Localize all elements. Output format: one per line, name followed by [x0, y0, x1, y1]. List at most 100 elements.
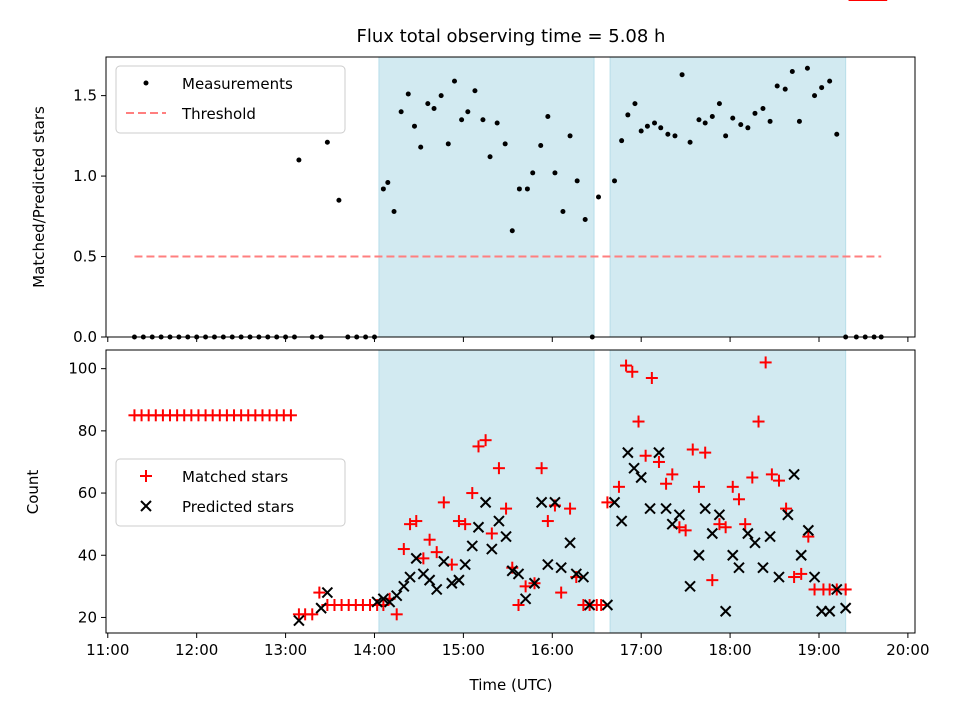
predicted-stars-point	[749, 537, 761, 549]
measurements-point	[530, 170, 536, 176]
predicted-stars-point	[321, 586, 334, 599]
measurements-point	[709, 114, 715, 120]
y-tick-label: 0.0	[73, 328, 97, 346]
matched-stars-point	[739, 518, 752, 531]
top-panel: 0.0 0.5 1.0 1.5 Matched/Predicted stars Mea…	[30, 56, 916, 346]
measurements-point	[738, 122, 744, 128]
predicted-stars-point	[644, 502, 656, 515]
measurements-point	[796, 118, 802, 124]
x-tick-label: 18:00	[708, 641, 751, 659]
matched-stars-point	[632, 415, 645, 428]
predicted-stars-point	[528, 577, 541, 589]
bottom-x-ticks: 11:00 12:00 13:00 14:00 15:00 16:00 17:00 18:00…	[86, 633, 930, 659]
matched-stars-point	[284, 409, 297, 422]
top-legend-box	[115, 65, 346, 134]
predicted-stars-point	[673, 509, 686, 521]
matched-stars-point	[390, 608, 403, 621]
measurements-point	[804, 65, 810, 71]
y-tick-label: 0.5	[73, 248, 97, 266]
matched-stars-point	[410, 515, 423, 528]
measurements-point	[774, 83, 780, 89]
matched-stars-point	[713, 518, 726, 531]
predicted-stars-point	[535, 496, 548, 509]
predicted-stars-point	[410, 552, 422, 565]
measurements-point	[716, 101, 722, 107]
matched-stars-point	[759, 356, 772, 369]
predicted-stars-point	[506, 565, 518, 577]
measurements-point	[702, 120, 708, 126]
measurements-legend-marker	[143, 80, 149, 86]
measurements-point	[418, 144, 424, 150]
measurements-point	[552, 170, 558, 176]
matched-stars-point	[459, 518, 472, 531]
matched-stars-point	[535, 462, 548, 475]
measurements-point	[567, 133, 573, 139]
measurements-point	[672, 133, 678, 139]
matched-stars-point	[479, 434, 492, 447]
matched-stars-point	[746, 471, 759, 484]
predicted-stars-point	[493, 515, 505, 527]
top-x-ticks	[107, 337, 909, 342]
measurements-point	[745, 125, 751, 131]
predicted-stars-point	[795, 549, 807, 561]
matched-stars-point	[666, 468, 679, 481]
measurements-point	[296, 157, 302, 163]
predicted-stars-point	[293, 614, 305, 627]
measurements-point	[625, 112, 631, 118]
x-tick-label: 16:00	[531, 641, 574, 659]
predicted-stars-point	[453, 574, 465, 586]
measurements-point	[459, 117, 465, 123]
measurements-point	[524, 186, 530, 192]
y-tick-label: 20	[78, 608, 97, 626]
measurements-point	[596, 194, 602, 200]
matched-stars-point	[492, 462, 505, 475]
x-tick-label: 20:00	[886, 641, 929, 659]
measurements-point	[834, 131, 840, 137]
matched-stars-point	[306, 608, 319, 621]
predicted-stars-point	[519, 593, 532, 605]
predicted-stars-point	[315, 602, 327, 614]
predicted-stars-point	[653, 446, 665, 459]
predicted-stars-point	[773, 571, 785, 583]
measurements-point	[385, 180, 391, 186]
measurements-point	[665, 131, 671, 137]
matched-stars-point	[692, 480, 705, 493]
predicted-stars-point	[438, 555, 450, 568]
x-axis-label: Time (UTC)	[469, 676, 553, 694]
predicted-stars-point	[615, 515, 628, 527]
predicted-stars-point	[823, 605, 836, 617]
measurements-point	[767, 118, 773, 124]
matched-stars-point	[626, 365, 639, 378]
matched-stars-point	[699, 446, 712, 459]
measurements-point	[658, 125, 664, 131]
matched-stars-point	[645, 371, 658, 384]
matched-stars-point	[472, 440, 485, 453]
y-tick-label: 1.5	[73, 87, 97, 105]
matched-stars-point	[802, 530, 815, 543]
measurements-point	[502, 141, 508, 147]
matched-stars-point	[512, 599, 525, 612]
measurements-point	[445, 141, 451, 147]
shaded-interval-1	[609, 349, 847, 634]
predicted-stars-point	[555, 561, 567, 574]
predicted-stars-point	[486, 543, 498, 555]
matched-stars-point	[500, 502, 513, 515]
matched-stars-point	[437, 496, 450, 509]
predicted-stars-point	[628, 462, 640, 474]
predicted-stars-point	[782, 509, 794, 521]
measurements-point	[324, 139, 330, 145]
predicted-stars-point	[371, 596, 383, 608]
bottom-axes-frame	[105, 349, 916, 634]
matched-stars-point	[555, 586, 568, 599]
matched-stars-point	[466, 487, 479, 500]
predicted-stars-point	[500, 530, 512, 543]
predicted-stars-point	[757, 561, 769, 574]
measurements-point	[730, 115, 736, 121]
predicted-stars-point	[635, 471, 647, 484]
matched-stars-point	[541, 515, 554, 528]
measurements-point	[679, 72, 685, 78]
measurements-point	[687, 139, 693, 145]
predicted-stars-point	[719, 605, 732, 617]
predicted-stars-point	[733, 561, 745, 574]
matched-stars-point	[601, 496, 614, 509]
